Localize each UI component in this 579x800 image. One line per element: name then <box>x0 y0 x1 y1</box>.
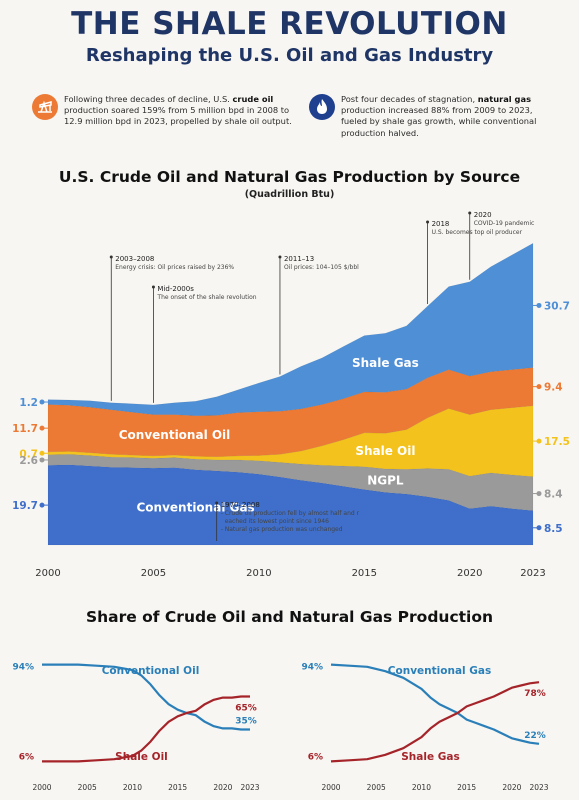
annotation-text: - Natural gas production was unchanged <box>221 526 343 533</box>
start-value-label: 19.7 <box>12 500 38 512</box>
annotation-text: U.S. becomes top oil producer <box>432 229 523 236</box>
end-dot <box>536 438 542 444</box>
end-dot <box>536 491 542 497</box>
x-tick-label: 2015 <box>352 568 377 579</box>
end-value-label: 17.5 <box>544 436 570 448</box>
share-end-label: 65% <box>235 704 257 714</box>
intro-gas-text: Post four decades of stagnation, natural… <box>341 94 537 138</box>
share-start-label: 6% <box>19 752 34 762</box>
stacked-area-chart: Conventional Gas NGPL Shale Oil Conventiona… <box>12 211 570 579</box>
share-start-label: 94% <box>12 663 34 673</box>
annotation-label: 2018 <box>432 220 450 228</box>
end-value-label: 8.4 <box>544 489 563 501</box>
start-value-label: 11.7 <box>12 423 38 435</box>
share-x-tick: 2010 <box>412 783 431 792</box>
annotation-label: 1970–2008 <box>221 501 260 509</box>
annotation-text: eached its lowest point since 1946 <box>225 518 329 525</box>
x-tick-label: 2023 <box>520 568 545 579</box>
share-series-label: Shale Gas <box>401 751 459 763</box>
x-tick-label: 2005 <box>141 568 166 579</box>
share-start-label: 6% <box>308 752 323 762</box>
area-chart-title: U.S. Crude Oil and Natural Gas Productio… <box>58 168 521 186</box>
end-dot <box>536 384 542 390</box>
page-title: THE SHALE REVOLUTION <box>71 6 508 42</box>
share-x-tick: 2020 <box>213 783 232 792</box>
annotation-text: Energy crisis: Oil prices raised by 236% <box>115 264 234 271</box>
end-dot <box>536 302 542 308</box>
area-shale-gas <box>47 242 534 417</box>
share-x-tick: 2005 <box>367 783 386 792</box>
gas-flame-icon <box>309 94 335 120</box>
share-x-tick: 2000 <box>32 783 51 792</box>
share-x-tick: 2023 <box>240 783 259 792</box>
start-dot <box>39 502 45 508</box>
start-value-label: 1.2 <box>19 397 38 409</box>
annotation-label: Mid-2000s <box>157 285 194 293</box>
series-label-conventional-gas: Conventional Gas <box>136 500 254 514</box>
end-value-label: 9.4 <box>544 382 563 394</box>
share-x-tick: 2010 <box>123 783 142 792</box>
annotation-text: Oil prices: 104–105 $/bbl <box>284 264 359 271</box>
oil-share-line-chart: 94% 6% 35% 65% Conventional Oil Shale Oil 2000… <box>12 663 259 792</box>
share-line-conventional-oil <box>42 663 250 731</box>
share-x-tick: 2020 <box>502 783 521 792</box>
start-dot <box>39 457 45 463</box>
intro-oil-text: Following three decades of decline, U.S.… <box>64 94 292 127</box>
annotation-label: 2011–13 <box>284 255 314 263</box>
share-end-label: 22% <box>524 731 546 741</box>
start-value-label: 0.7 <box>19 448 38 460</box>
share-line-shale-gas <box>330 681 540 763</box>
share-end-label: 78% <box>524 689 546 699</box>
series-label-shale-oil: Shale Oil <box>355 444 415 458</box>
x-tick-label: 2000 <box>35 568 60 579</box>
annotation-label: 2020 <box>474 211 492 219</box>
area-chart-subtitle: (Quadrillion Btu) <box>244 189 335 200</box>
share-x-tick: 2005 <box>78 783 97 792</box>
x-tick-label: 2020 <box>457 568 482 579</box>
end-dot <box>536 525 542 531</box>
annotation-text: COVID-19 pandemic <box>474 220 535 227</box>
share-start-label: 94% <box>301 663 323 673</box>
start-value-label: 2.6 <box>19 455 38 467</box>
share-end-label: 35% <box>235 717 257 727</box>
share-x-tick: 2000 <box>321 783 340 792</box>
start-dot <box>39 450 45 456</box>
oil-pump-icon <box>32 94 58 120</box>
end-value-label: 30.7 <box>544 300 570 312</box>
share-series-label: Conventional Oil <box>102 665 200 677</box>
share-series-label: Conventional Gas <box>388 665 491 677</box>
start-dot <box>39 399 45 405</box>
share-series-label: Shale Oil <box>115 751 168 763</box>
share-x-tick: 2023 <box>529 783 548 792</box>
annotation-text: The onset of the shale revolution <box>156 294 256 301</box>
annotation-text: - Crude oil production fell by almost ha… <box>221 510 360 517</box>
series-label-conventional-oil: Conventional Oil <box>119 428 231 442</box>
series-label-ngpl: NGPL <box>367 474 404 488</box>
share-x-tick: 2015 <box>168 783 187 792</box>
series-label-shale-gas: Shale Gas <box>352 356 419 370</box>
gas-share-line-chart: 94% 6% 22% 78% Conventional Gas Shale Gas 2000… <box>301 663 548 792</box>
annotation-label: 2003–2008 <box>115 255 154 263</box>
page-subtitle: Reshaping the U.S. Oil and Gas Industry <box>85 45 494 66</box>
end-value-label: 8.5 <box>544 523 563 535</box>
share-line-shale-oil <box>42 695 250 763</box>
share-chart-title: Share of Crude Oil and Natural Gas Produ… <box>85 608 494 626</box>
x-tick-label: 2010 <box>246 568 271 579</box>
share-x-tick: 2015 <box>457 783 476 792</box>
start-dot <box>39 425 45 431</box>
